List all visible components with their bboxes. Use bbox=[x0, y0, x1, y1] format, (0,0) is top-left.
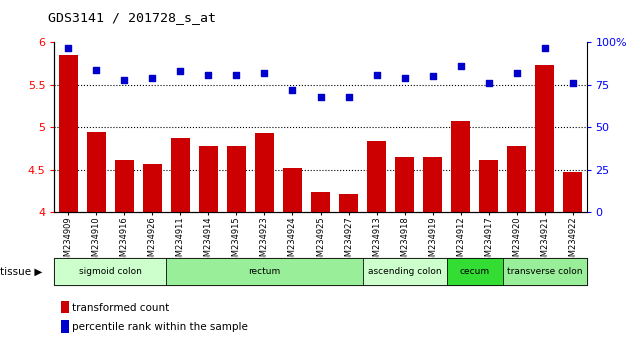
Bar bbox=[395, 157, 413, 212]
Point bbox=[344, 94, 354, 100]
Bar bbox=[312, 192, 329, 212]
Point bbox=[92, 67, 102, 73]
Bar bbox=[60, 55, 78, 212]
Point bbox=[567, 80, 578, 86]
Bar bbox=[424, 157, 442, 212]
Bar bbox=[503, 258, 587, 285]
Text: rectum: rectum bbox=[248, 267, 281, 276]
Bar bbox=[447, 258, 503, 285]
Point bbox=[287, 87, 297, 93]
Bar bbox=[363, 258, 447, 285]
Bar bbox=[228, 146, 246, 212]
Point bbox=[512, 70, 522, 76]
Text: ascending colon: ascending colon bbox=[368, 267, 441, 276]
Bar bbox=[339, 194, 358, 212]
Bar bbox=[367, 141, 386, 212]
Point bbox=[315, 94, 326, 100]
Text: transformed count: transformed count bbox=[72, 303, 170, 313]
Bar bbox=[115, 160, 133, 212]
Point bbox=[231, 72, 242, 78]
Bar bbox=[255, 133, 274, 212]
Point bbox=[203, 72, 213, 78]
Text: percentile rank within the sample: percentile rank within the sample bbox=[72, 322, 248, 332]
Text: tissue ▶: tissue ▶ bbox=[0, 267, 42, 277]
Bar bbox=[563, 172, 581, 212]
Bar bbox=[535, 65, 554, 212]
Point bbox=[63, 45, 74, 50]
Bar bbox=[87, 132, 106, 212]
Text: GDS3141 / 201728_s_at: GDS3141 / 201728_s_at bbox=[48, 11, 216, 24]
Bar bbox=[167, 258, 363, 285]
Bar bbox=[171, 138, 190, 212]
Bar bbox=[508, 146, 526, 212]
Point bbox=[428, 74, 438, 79]
Point bbox=[119, 77, 129, 83]
Bar bbox=[451, 121, 470, 212]
Bar bbox=[199, 146, 217, 212]
Point bbox=[371, 72, 381, 78]
Bar bbox=[283, 168, 302, 212]
Point bbox=[483, 80, 494, 86]
Point bbox=[260, 70, 270, 76]
Point bbox=[539, 45, 549, 50]
Point bbox=[455, 63, 465, 69]
Text: sigmoid colon: sigmoid colon bbox=[79, 267, 142, 276]
Text: transverse colon: transverse colon bbox=[507, 267, 582, 276]
Text: cecum: cecum bbox=[460, 267, 490, 276]
Point bbox=[399, 75, 410, 81]
Point bbox=[147, 75, 158, 81]
Point bbox=[176, 69, 186, 74]
Bar bbox=[479, 160, 497, 212]
Bar bbox=[54, 258, 167, 285]
Bar bbox=[144, 164, 162, 212]
